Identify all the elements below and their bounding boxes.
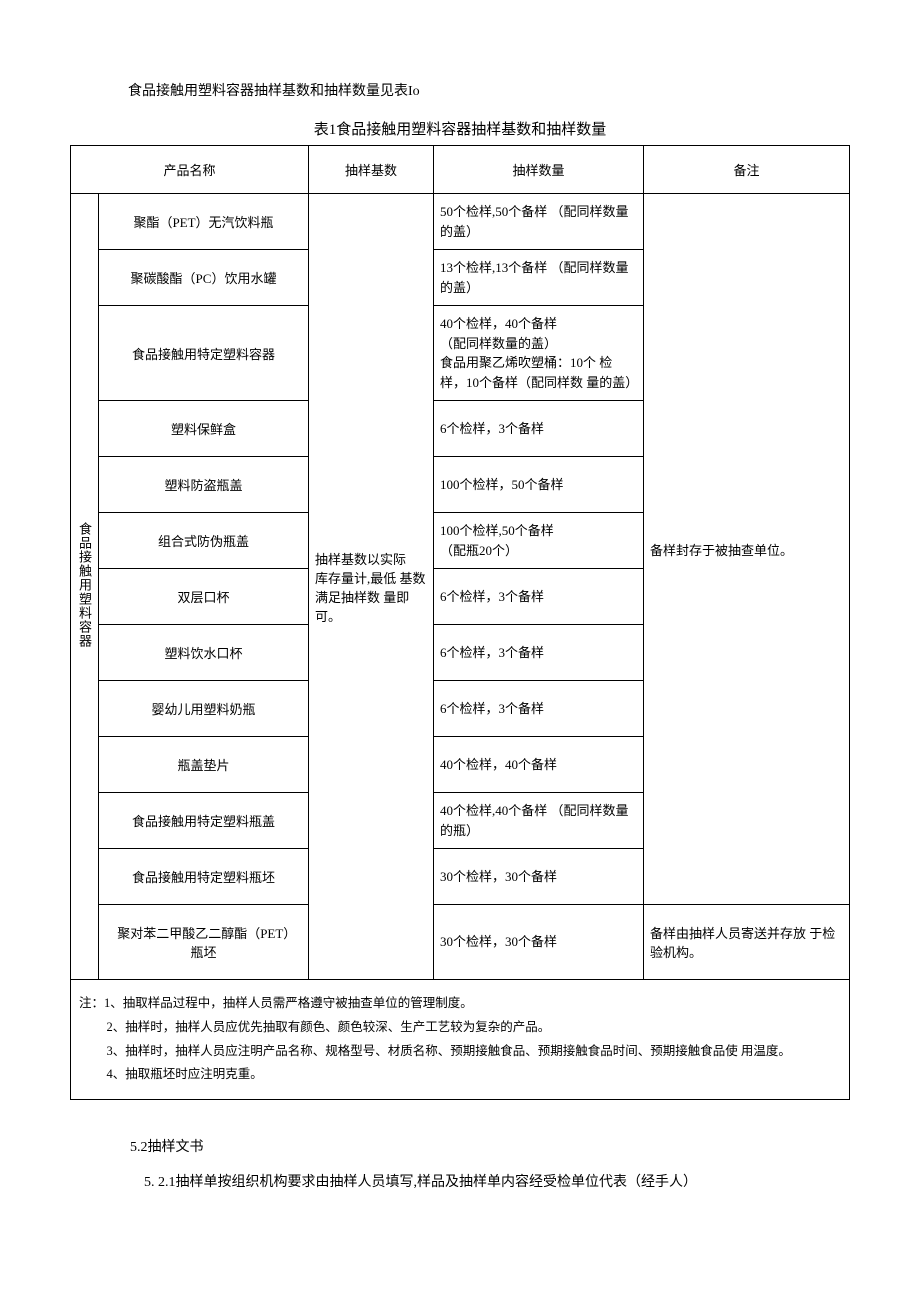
note-3: 3、抽样时，抽样人员应注明产品名称、规格型号、材质名称、预期接触食品、预期接触食…: [79, 1040, 841, 1064]
qty-cell: 40个检样,40个备样 （配同样数量的瓶）: [434, 793, 644, 849]
product-name: 聚对苯二甲酸乙二醇酯（PET） 瓶坯: [99, 905, 309, 980]
product-name: 塑料保鲜盒: [99, 401, 309, 457]
basis-cell: 抽样基数以实际 库存量计,最低 基数满足抽样数 量即可。: [309, 194, 434, 980]
table-row: 食品接触用塑料容器 聚酯（PET）无汽饮料瓶 抽样基数以实际 库存量计,最低 基…: [71, 194, 850, 250]
qty-cell: 6个检样，3个备样: [434, 401, 644, 457]
product-name: 双层口杯: [99, 569, 309, 625]
notes-cell: 注：1、抽取样品过程中，抽样人员需严格遵守被抽查单位的管理制度。 2、抽样时，抽…: [71, 980, 850, 1100]
category-text: 食品接触用塑料容器: [75, 522, 94, 648]
qty-cell: 40个检样，40个备样: [434, 737, 644, 793]
remark-cell-1: 备样封存于被抽查单位。: [644, 194, 850, 905]
qty-cell: 100个检样,50个备样 （配瓶20个）: [434, 513, 644, 569]
header-name: 产品名称: [71, 146, 309, 194]
product-name: 聚碳酸酯（PC）饮用水罐: [99, 250, 309, 306]
product-name: 聚酯（PET）无汽饮料瓶: [99, 194, 309, 250]
qty-cell: 100个检样，50个备样: [434, 457, 644, 513]
sampling-table: 产品名称 抽样基数 抽样数量 备注 食品接触用塑料容器 聚酯（PET）无汽饮料瓶…: [70, 145, 850, 1100]
product-name: 塑料防盗瓶盖: [99, 457, 309, 513]
table-header-row: 产品名称 抽样基数 抽样数量 备注: [71, 146, 850, 194]
table-title: 表1食品接触用塑料容器抽样基数和抽样数量: [70, 118, 850, 139]
product-name: 食品接触用特定塑料瓶盖: [99, 793, 309, 849]
note-4: 4、抽取瓶坯时应注明克重。: [79, 1063, 841, 1087]
qty-cell: 50个检样,50个备样 （配同样数量的盖）: [434, 194, 644, 250]
qty-cell: 13个检样,13个备样 （配同样数量的盖）: [434, 250, 644, 306]
header-qty: 抽样数量: [434, 146, 644, 194]
product-name: 婴幼儿用塑料奶瓶: [99, 681, 309, 737]
category-cell: 食品接触用塑料容器: [71, 194, 99, 980]
qty-cell: 6个检样，3个备样: [434, 681, 644, 737]
header-basis: 抽样基数: [309, 146, 434, 194]
remark-cell-2: 备样由抽样人员寄送并存放 于检验机构。: [644, 905, 850, 980]
qty-cell: 30个检样，30个备样: [434, 849, 644, 905]
product-name: 组合式防伪瓶盖: [99, 513, 309, 569]
section-5-2: 5.2抽样文书: [70, 1136, 850, 1156]
product-name: 食品接触用特定塑料瓶坯: [99, 849, 309, 905]
qty-cell: 6个检样，3个备样: [434, 569, 644, 625]
qty-cell: 6个检样，3个备样: [434, 625, 644, 681]
note-1: 注：1、抽取样品过程中，抽样人员需严格遵守被抽查单位的管理制度。: [79, 992, 841, 1016]
table-row: 聚对苯二甲酸乙二醇酯（PET） 瓶坯 30个检样，30个备样 备样由抽样人员寄送…: [71, 905, 850, 980]
section-5-2-1: 5. 2.1抽样单按组织机构要求由抽样人员填写,样品及抽样单内容经受检单位代表（…: [70, 1172, 850, 1194]
intro-text: 食品接触用塑料容器抽样基数和抽样数量见表Io: [70, 80, 850, 100]
header-remark: 备注: [644, 146, 850, 194]
notes-row: 注：1、抽取样品过程中，抽样人员需严格遵守被抽查单位的管理制度。 2、抽样时，抽…: [71, 980, 850, 1100]
product-name: 塑料饮水口杯: [99, 625, 309, 681]
product-name: 食品接触用特定塑料容器: [99, 306, 309, 401]
qty-cell: 30个检样，30个备样: [434, 905, 644, 980]
qty-cell: 40个检样，40个备样 （配同样数量的盖） 食品用聚乙烯吹塑桶：10个 检样，1…: [434, 306, 644, 401]
note-2: 2、抽样时，抽样人员应优先抽取有颜色、颜色较深、生产工艺较为复杂的产品。: [79, 1016, 841, 1040]
product-name: 瓶盖垫片: [99, 737, 309, 793]
